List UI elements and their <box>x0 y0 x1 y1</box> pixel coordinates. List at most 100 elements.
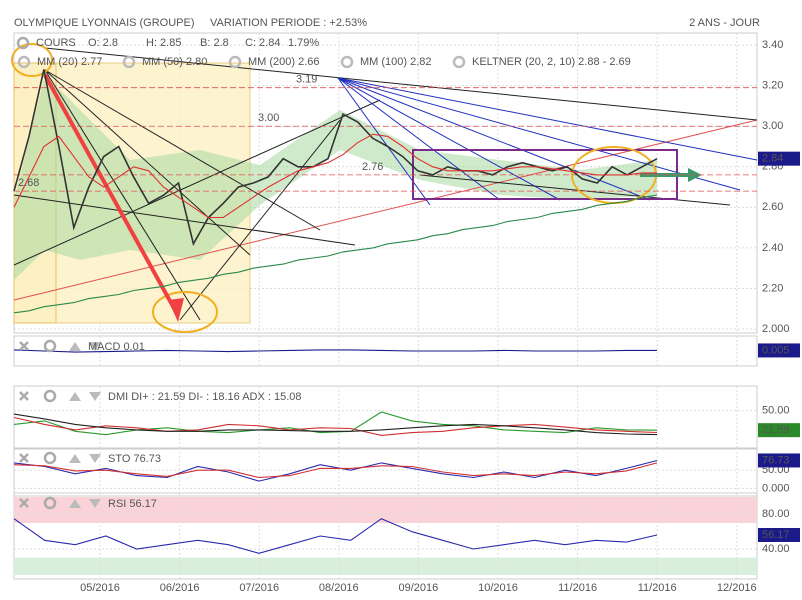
x-tick-label: 11/2016 <box>638 582 677 594</box>
last-value-label: 76.73 <box>762 454 790 466</box>
gear-icon <box>43 339 57 353</box>
trendline <box>13 99 381 266</box>
fan-line <box>337 77 758 161</box>
close-icon <box>19 391 29 401</box>
x-tick-label: 05/2016 <box>80 582 120 594</box>
y-tick-label: 2.000 <box>762 323 790 335</box>
y-tick-label: 80.00 <box>762 508 790 520</box>
gear-icon <box>43 496 57 510</box>
highlight-circle <box>11 43 53 77</box>
panel-frame <box>13 447 758 497</box>
highlight-circle <box>152 291 218 333</box>
indicator-title: STO 76.73 <box>108 453 161 465</box>
last-value-box <box>758 423 800 438</box>
up-icon <box>69 454 81 463</box>
band <box>14 557 757 575</box>
gear-icon <box>122 55 136 69</box>
panel-frame <box>13 335 758 367</box>
series-line <box>13 194 658 314</box>
series-line <box>13 349 657 353</box>
x-tick-label: 10/2016 <box>478 582 518 594</box>
subtitle: VARIATION PERIODE : +2.53% <box>210 17 367 29</box>
arrow <box>43 74 177 311</box>
gear-icon <box>43 451 57 465</box>
level-label: 2.76 <box>362 161 383 173</box>
fan-line <box>337 77 651 201</box>
trendline <box>179 119 341 321</box>
header-item: COURS <box>36 37 76 49</box>
last-value-label: 21.59 <box>762 424 790 436</box>
series-line <box>13 462 658 479</box>
trendline <box>44 69 201 321</box>
down-icon <box>89 342 101 351</box>
y-tick-label: 2.20 <box>762 282 783 294</box>
y-tick-label: 2.60 <box>762 201 783 213</box>
series-line <box>13 518 658 554</box>
last-value-box <box>758 343 800 358</box>
close-icon <box>19 498 29 508</box>
y-tick-label: 3.00 <box>762 120 783 132</box>
x-tick-label: 07/2016 <box>239 582 279 594</box>
y-tick-label: 40.00 <box>762 543 790 555</box>
x-tick-label: 08/2016 <box>319 582 359 594</box>
up-icon <box>69 342 81 351</box>
up-icon <box>69 499 81 508</box>
indicator-title: RSI 56.17 <box>108 498 157 510</box>
y-tick-label: 50.00 <box>762 405 790 417</box>
header-item: B: 2.8 <box>200 37 229 49</box>
last-value-box <box>758 527 800 542</box>
header-item: C: 2.84 <box>245 37 280 49</box>
band <box>14 497 757 523</box>
period: 2 ANS - JOUR <box>689 17 760 29</box>
level-label: 3.00 <box>258 112 279 124</box>
y-tick-label: 3.20 <box>762 80 783 92</box>
series-line <box>13 413 658 436</box>
indicator-title: DMI DI+ : 21.59 DI- : 18.16 ADX : 15.08 <box>108 391 302 403</box>
down-icon <box>89 454 101 463</box>
header-item: 1.79% <box>288 37 319 49</box>
y-tick-label: 2.40 <box>762 242 783 254</box>
trendline <box>44 47 758 121</box>
x-tick-label: 12/2016 <box>717 582 757 594</box>
last-value-box <box>758 453 800 468</box>
series-line <box>13 69 658 246</box>
trendline <box>419 174 731 206</box>
level-label: 2.68 <box>18 177 39 189</box>
last-value-box <box>758 151 800 166</box>
arrow-head <box>168 298 184 322</box>
last-value-label: 0.005 <box>762 344 790 356</box>
legend-label: MM (100) 2.82 <box>360 56 432 68</box>
close-icon <box>19 453 29 463</box>
panel-frame <box>13 492 758 580</box>
x-tick-label: 09/2016 <box>399 582 439 594</box>
header-item: O: 2.8 <box>88 37 118 49</box>
header-item: H: 2.85 <box>146 37 181 49</box>
chart-title: OLYMPIQUE LYONNAIS (GROUPE) <box>14 17 195 29</box>
y-tick-label: 3.40 <box>762 39 783 51</box>
fan-line <box>337 77 561 201</box>
gear-icon <box>228 55 242 69</box>
legend-label: MM (200) 2.66 <box>248 56 320 68</box>
gear-icon <box>17 55 31 69</box>
fan-line <box>337 77 431 206</box>
gear-icon <box>452 55 466 69</box>
y-tick-label: 0.000 <box>762 482 790 494</box>
trendline <box>44 69 251 256</box>
keltner-band <box>14 75 657 280</box>
level-label: 3.19 <box>296 74 317 86</box>
up-icon <box>69 392 81 401</box>
trendline <box>44 69 321 231</box>
last-value-label: 2.84 <box>762 153 783 165</box>
indicator-title: MACD 0.01 <box>88 341 145 353</box>
x-tick-label: 06/2016 <box>160 582 200 594</box>
fan-line <box>337 77 741 191</box>
gear-icon <box>16 36 30 50</box>
close-icon <box>19 341 29 351</box>
down-icon <box>89 499 101 508</box>
last-value-label: 56.17 <box>762 529 790 541</box>
gear-icon <box>43 389 57 403</box>
series-line <box>13 411 658 436</box>
series-line <box>13 416 658 436</box>
legend-label: MM (50) 2.80 <box>142 56 207 68</box>
